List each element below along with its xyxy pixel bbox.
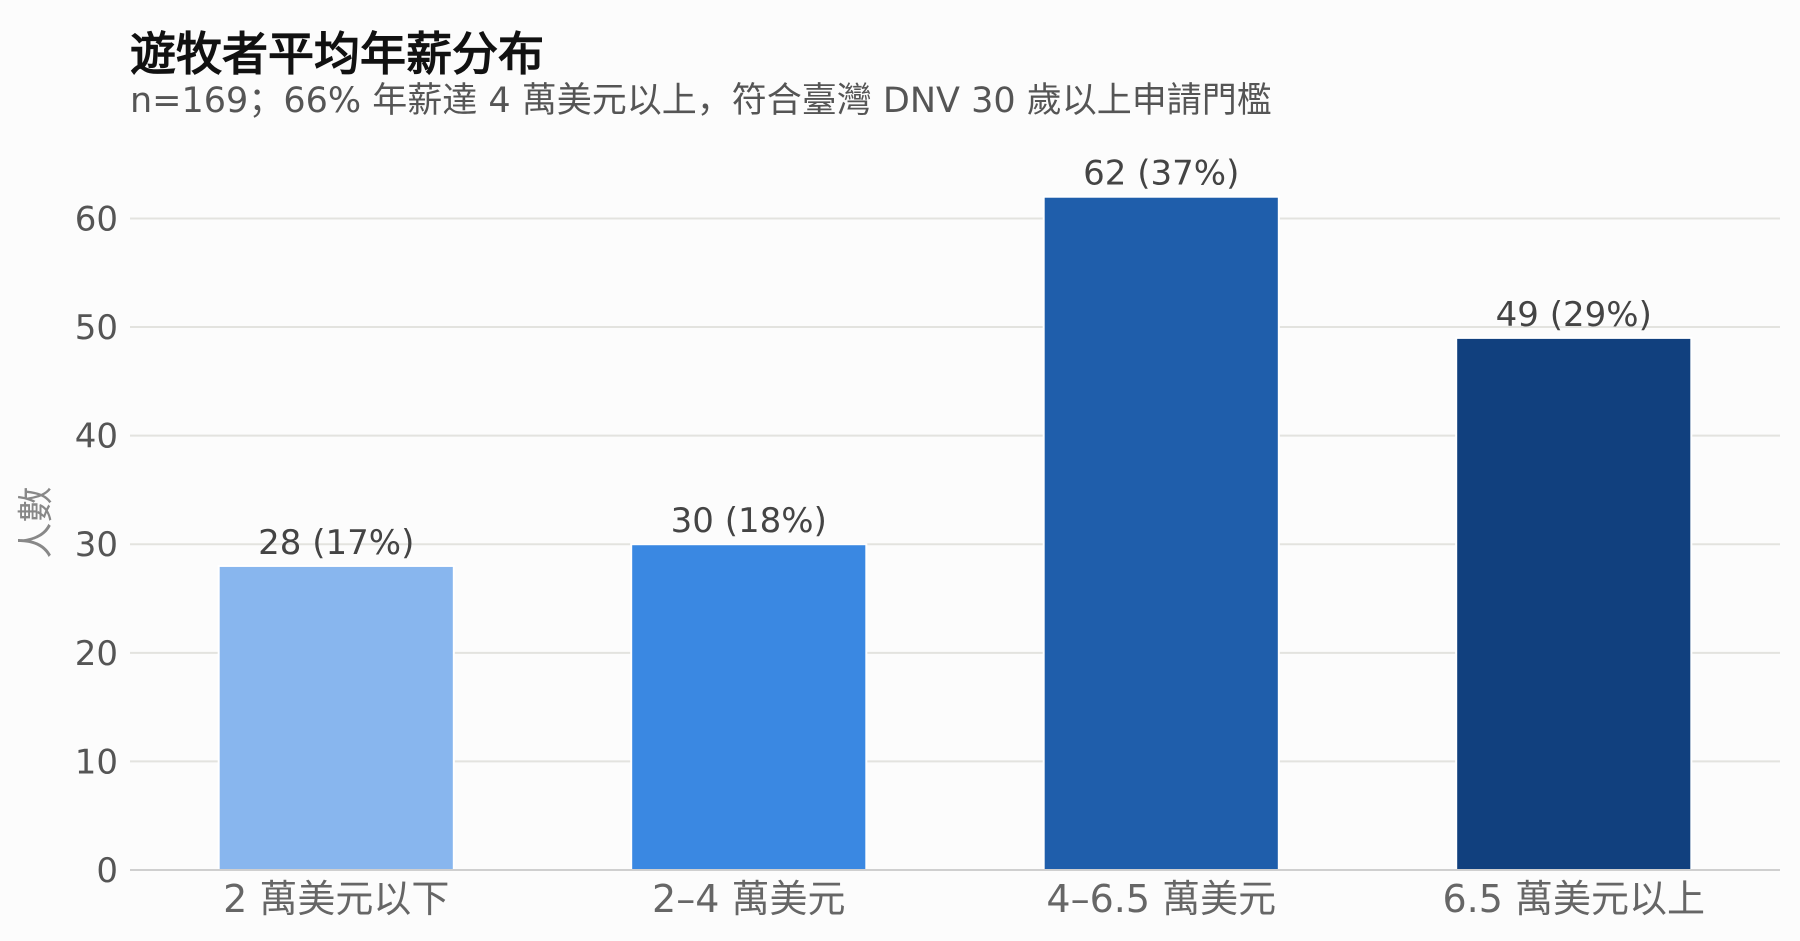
y-tick-label: 0 (96, 851, 118, 891)
bar-data-label: 49 (29%) (1496, 295, 1652, 335)
y-tick-label: 50 (75, 308, 118, 348)
bar-data-label: 30 (18%) (671, 501, 827, 541)
labels: 0 10 20 30 40 50 60 28 (17%) 2 萬美元以下 30 (18%) 2–4 … (16, 154, 1705, 921)
bar-3 (1042, 195, 1280, 871)
y-axis-title: 人數 (16, 486, 57, 558)
bar-1 (217, 564, 455, 871)
x-category-label: 6.5 萬美元以上 (1442, 877, 1705, 921)
bar-data-label: 28 (17%) (258, 523, 414, 563)
bar-4 (1455, 336, 1693, 871)
y-tick-label: 20 (75, 634, 118, 674)
bar-2 (630, 543, 868, 871)
x-category-label: 4–6.5 萬美元 (1046, 877, 1276, 921)
y-tick-label: 40 (75, 417, 118, 457)
x-category-label: 2–4 萬美元 (652, 877, 845, 921)
x-category-label: 2 萬美元以下 (223, 877, 449, 921)
y-tick-label: 10 (75, 742, 118, 782)
chart-subtitle: n=169；66% 年薪達 4 萬美元以上，符合臺灣 DNV 30 歲以上申請門… (130, 81, 1272, 121)
chart-title: 遊牧者平均年薪分布 (130, 27, 544, 81)
y-tick-label: 30 (75, 525, 118, 565)
bars (217, 195, 1693, 871)
y-tick-label: 60 (75, 199, 118, 239)
bar-data-label: 62 (37%) (1083, 154, 1239, 194)
